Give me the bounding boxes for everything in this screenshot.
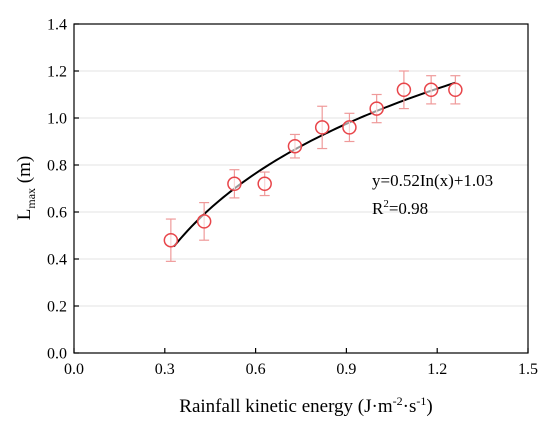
y-tick-label: 1.2	[47, 64, 67, 81]
data-point	[287, 138, 303, 154]
y-tick-label: 1.0	[47, 111, 67, 128]
data-point	[163, 232, 179, 248]
y-tick-label: 0.2	[47, 299, 67, 316]
x-tick-label: 0.9	[336, 361, 356, 378]
data-point	[423, 82, 439, 98]
error-bar-layer	[165, 70, 461, 262]
data-point	[227, 176, 242, 192]
x-tick-label: 1.5	[518, 361, 538, 378]
fit-curve	[173, 81, 456, 248]
y-axis-title-unit: (m)	[14, 156, 35, 188]
r-squared-value: =0.98	[389, 199, 428, 218]
data-point	[314, 120, 330, 135]
data-point	[196, 214, 212, 229]
data-point	[257, 176, 272, 192]
x-axis-title-mid: ·s	[403, 396, 417, 417]
x-axis-title-exp1: -2	[393, 394, 403, 408]
data-point	[396, 82, 412, 98]
y-axis-title-main: L	[14, 209, 35, 221]
r-squared-symbol: R	[372, 199, 384, 218]
y-axis-title: Lmax (m)	[14, 156, 38, 220]
fit-curve-layer	[173, 81, 456, 248]
axis-ticks: 0.0 0.2 0.4 0.6 0.8 1.0 1.2 1.4 0.0 0.3 0.6 0.9 1.2 1…	[47, 17, 538, 379]
plot-frame	[73, 23, 529, 354]
x-tick-label: 0.0	[64, 361, 84, 378]
x-axis-title-end: )	[426, 396, 432, 417]
x-tick-label: 1.2	[427, 361, 447, 378]
y-axis-title-sub: max	[24, 188, 38, 209]
r-squared-exponent: 2	[383, 198, 389, 210]
y-tick-label: 0.6	[47, 205, 67, 222]
x-tick-label: 0.6	[246, 361, 266, 378]
y-tick-label: 0.8	[47, 158, 67, 175]
x-axis-title: Rainfall kinetic energy (J·m-2·s-1)	[179, 394, 432, 417]
y-tick-label: 0.0	[47, 346, 67, 363]
x-tick-label: 0.3	[155, 361, 175, 378]
data-point-layer	[163, 82, 463, 248]
grid	[74, 70, 528, 307]
y-tick-label: 0.4	[47, 252, 67, 269]
data-point	[448, 82, 463, 98]
fit-equation: y=0.52In(x)+1.03	[372, 171, 493, 190]
x-axis-title-main: Rainfall kinetic energy (J·m	[179, 396, 393, 417]
y-tick-label: 1.4	[47, 17, 67, 34]
x-axis-title-exp2: -1	[416, 394, 426, 408]
r-squared-label: R2=0.98	[372, 198, 428, 218]
data-point	[342, 120, 357, 135]
data-point	[369, 101, 384, 116]
